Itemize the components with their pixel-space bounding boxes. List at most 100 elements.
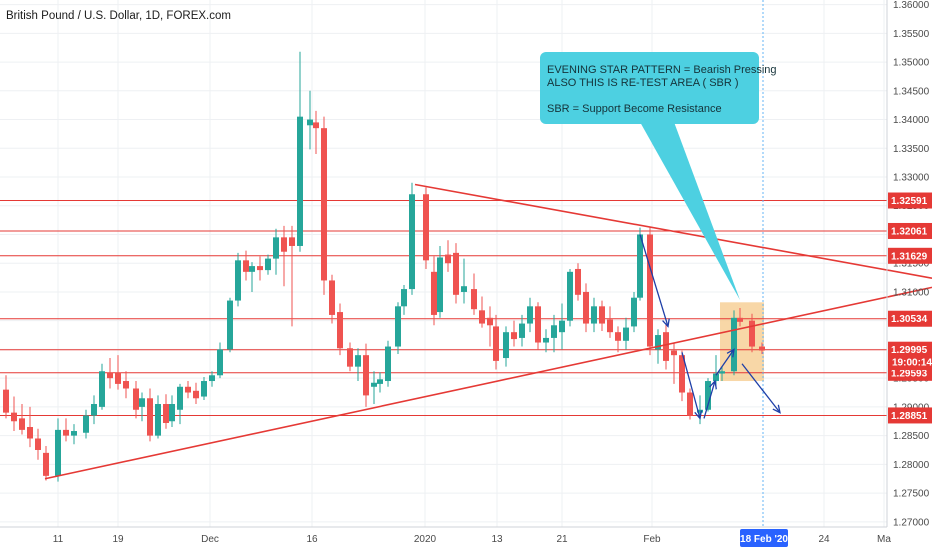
candle-body <box>243 260 249 272</box>
candle-up <box>169 395 175 428</box>
candle-down <box>749 313 755 353</box>
candle-body <box>655 335 661 350</box>
candle-down <box>423 187 429 269</box>
candle-up <box>559 303 565 350</box>
price-label-text: 1.31629 <box>891 251 928 262</box>
candle-body <box>371 382 377 387</box>
callout-line-1: EVENING STAR PATTERN = Bearish Pressing <box>547 64 777 76</box>
candle-body <box>11 412 17 422</box>
candle-up <box>55 418 61 482</box>
candle-body <box>257 266 263 271</box>
candle-down <box>647 227 653 356</box>
candle-body <box>169 404 175 422</box>
candle-up <box>401 285 407 315</box>
candle-up <box>409 182 415 295</box>
candle-body <box>133 388 139 410</box>
candle-body <box>647 234 653 347</box>
trend-line-lower <box>44 286 932 480</box>
candle-body <box>575 268 581 295</box>
price-label-bg <box>888 192 932 209</box>
candle-body <box>281 237 287 252</box>
candle-body <box>115 372 121 384</box>
candle-down <box>147 388 153 442</box>
price-label-bg <box>888 222 932 239</box>
candle-down <box>11 396 17 432</box>
arrow <box>703 379 717 419</box>
candle-down <box>487 306 493 347</box>
candle-body <box>551 325 557 338</box>
arrow-shaft <box>741 363 781 414</box>
candle-body <box>663 332 669 361</box>
price-label-bg <box>888 407 932 424</box>
y-tick-label: 1.35000 <box>893 58 930 69</box>
candle-body <box>519 323 525 338</box>
y-tick-label: 1.33000 <box>893 173 930 184</box>
arrow-shaft <box>681 352 701 419</box>
callout[interactable]: EVENING STAR PATTERN = Bearish Pressing … <box>540 52 777 300</box>
candle-body <box>759 346 765 351</box>
candle-body <box>559 320 565 333</box>
y-tick-label: 1.36000 <box>893 0 930 11</box>
date-highlight-label: 18 Feb '20 <box>740 529 788 547</box>
candle-up <box>201 377 207 400</box>
candle-down <box>493 314 499 370</box>
x-tick-label: 2020 <box>414 534 437 545</box>
candle-up <box>377 372 383 393</box>
evening-star-zone <box>720 302 764 382</box>
candle-down <box>583 283 589 333</box>
candle-down <box>107 358 113 389</box>
candle-down <box>19 404 25 435</box>
candle-body <box>401 289 407 307</box>
y-tick-label: 1.27000 <box>893 517 930 528</box>
candle-body <box>731 317 737 372</box>
y-tick-label: 1.34000 <box>893 115 930 126</box>
candle-body <box>355 355 361 367</box>
candle-body <box>273 237 279 259</box>
y-tick-label: 1.31000 <box>893 287 930 298</box>
candle-up <box>719 366 725 382</box>
chart-title: British Pound / U.S. Dollar, 1D, FOREX.c… <box>6 10 231 22</box>
arrow <box>681 352 703 420</box>
candle-body <box>567 271 573 321</box>
x-tick-label: 24 <box>818 534 830 545</box>
candle-up <box>71 424 77 445</box>
candle-down <box>321 116 327 295</box>
candle-up <box>527 297 533 333</box>
y-tick-label: 1.28000 <box>893 460 930 471</box>
candle-up <box>395 302 401 355</box>
candle-body <box>63 429 69 436</box>
candle-body <box>749 320 755 347</box>
candle-body <box>453 252 459 295</box>
candle-body <box>185 386 191 393</box>
candle-body <box>71 431 77 436</box>
candle-body <box>289 237 295 246</box>
candle-down <box>445 240 451 272</box>
price-label-text: 1.30534 <box>891 314 928 325</box>
candle-up <box>155 395 161 439</box>
countdown-label: 19:00:14 <box>888 354 932 371</box>
candle-body <box>377 379 383 384</box>
candle-body <box>147 398 153 436</box>
candle-body <box>543 337 549 343</box>
candle-down <box>63 418 69 442</box>
candle-body <box>337 312 343 349</box>
candle-down <box>471 273 477 315</box>
candle-body <box>607 319 613 333</box>
candle-down <box>313 110 319 155</box>
candle-body <box>409 194 415 290</box>
candle-up <box>371 371 377 405</box>
candle-body <box>163 404 169 423</box>
candle-body <box>249 266 255 272</box>
candle-down <box>27 406 33 448</box>
candle-body <box>471 289 477 310</box>
candle-body <box>193 390 199 399</box>
level-price-label: 1.32591 <box>888 192 932 209</box>
x-ticks: 11 19 Dec 16 2020 13 21 Feb 24 Ma <box>53 534 892 545</box>
candle-body <box>687 392 693 416</box>
candle-body <box>35 438 41 450</box>
candle-body <box>99 371 105 407</box>
callout-line-2: ALSO THIS IS RE-TEST AREA ( SBR ) <box>547 77 739 89</box>
candle-up <box>519 314 525 347</box>
candle-body <box>91 404 97 416</box>
